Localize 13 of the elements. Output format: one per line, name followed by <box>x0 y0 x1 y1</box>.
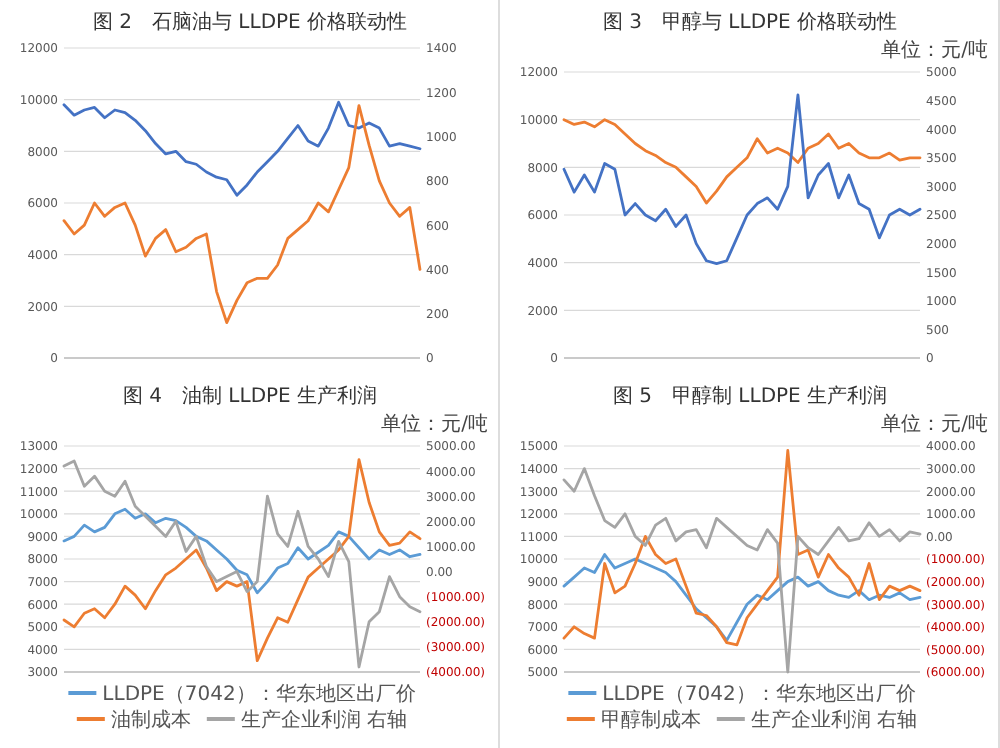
chart-title: 图 2 石脑油与 LLDPE 价格联动性 <box>92 10 408 34</box>
legend-label: LLDPE（7042）：华东地区出厂价 <box>602 682 916 706</box>
chart-subtitle: 单位：元/吨 <box>881 38 988 62</box>
chart-subtitle: 单位：元/吨 <box>881 412 988 436</box>
legend-label: 甲醇制成本 <box>600 708 701 732</box>
legend-label: LLDPE（7042）：华东地区出厂价 <box>102 682 416 706</box>
chart-title: 图 3 甲醇与 LLDPE 价格联动性 <box>602 10 898 34</box>
legend-label: 油制成本 <box>110 708 191 732</box>
legend-label: 生产企业利润 右轴 <box>750 708 918 732</box>
legend-label: 生产企业利润 右轴 <box>240 708 408 732</box>
chart-title: 图 4 油制 LLDPE 生产利润 <box>122 384 378 408</box>
chart-title: 图 5 甲醇制 LLDPE 生产利润 <box>612 384 888 408</box>
chart-subtitle: 单位：元/吨 <box>381 412 488 436</box>
